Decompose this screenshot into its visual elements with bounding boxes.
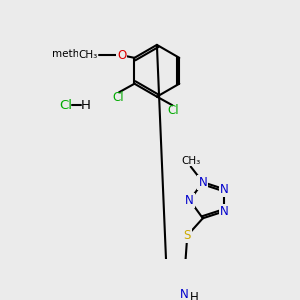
Text: H: H	[190, 291, 199, 300]
Text: Cl: Cl	[112, 91, 124, 104]
Text: N: N	[198, 176, 207, 189]
Text: Cl: Cl	[167, 104, 179, 117]
Text: methoxy: methoxy	[52, 50, 98, 59]
Text: Cl: Cl	[59, 99, 72, 112]
Text: H: H	[81, 99, 91, 112]
Text: N: N	[179, 288, 188, 300]
Text: O: O	[117, 49, 126, 62]
Text: N: N	[220, 183, 228, 196]
Text: N: N	[185, 194, 194, 207]
Text: CH₃: CH₃	[78, 50, 98, 60]
Text: CH₃: CH₃	[181, 156, 200, 166]
Text: N: N	[220, 205, 228, 218]
Text: S: S	[184, 229, 191, 242]
